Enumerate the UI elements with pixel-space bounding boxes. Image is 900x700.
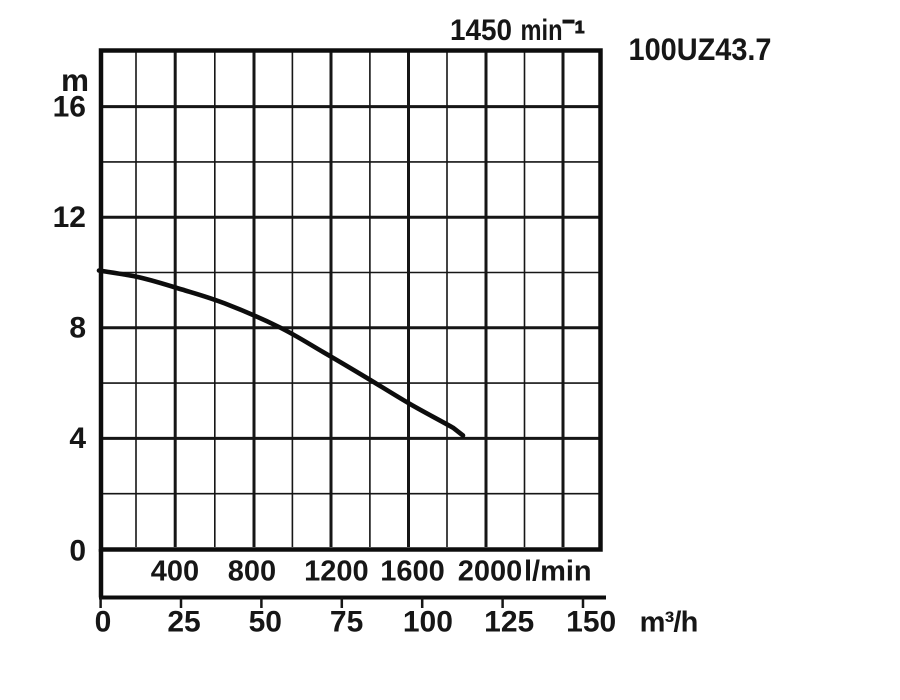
svg-text:1600: 1600 bbox=[380, 556, 445, 588]
svg-text:1450: 1450 bbox=[450, 14, 512, 47]
svg-text:l/min: l/min bbox=[524, 556, 592, 588]
svg-text:125: 125 bbox=[484, 606, 534, 639]
svg-text:75: 75 bbox=[330, 606, 363, 639]
svg-text:400: 400 bbox=[151, 556, 199, 588]
svg-text:0: 0 bbox=[95, 606, 112, 639]
svg-text:0: 0 bbox=[69, 535, 86, 568]
svg-text:8: 8 bbox=[69, 312, 86, 345]
svg-text:16: 16 bbox=[53, 91, 86, 124]
svg-text:1: 1 bbox=[575, 17, 585, 37]
svg-text:4: 4 bbox=[69, 422, 86, 455]
svg-text:25: 25 bbox=[167, 606, 200, 639]
svg-text:12: 12 bbox=[53, 201, 86, 234]
svg-text:50: 50 bbox=[249, 606, 282, 639]
svg-text:min: min bbox=[521, 14, 563, 47]
svg-text:m³/h: m³/h bbox=[640, 607, 698, 639]
svg-text:800: 800 bbox=[228, 556, 276, 588]
svg-text:100: 100 bbox=[403, 606, 453, 639]
svg-text:1200: 1200 bbox=[304, 556, 369, 588]
svg-text:m: m bbox=[61, 62, 89, 98]
svg-text:150: 150 bbox=[566, 606, 616, 639]
svg-text:100UZ43.7: 100UZ43.7 bbox=[629, 31, 772, 67]
svg-text:2000: 2000 bbox=[458, 556, 523, 588]
